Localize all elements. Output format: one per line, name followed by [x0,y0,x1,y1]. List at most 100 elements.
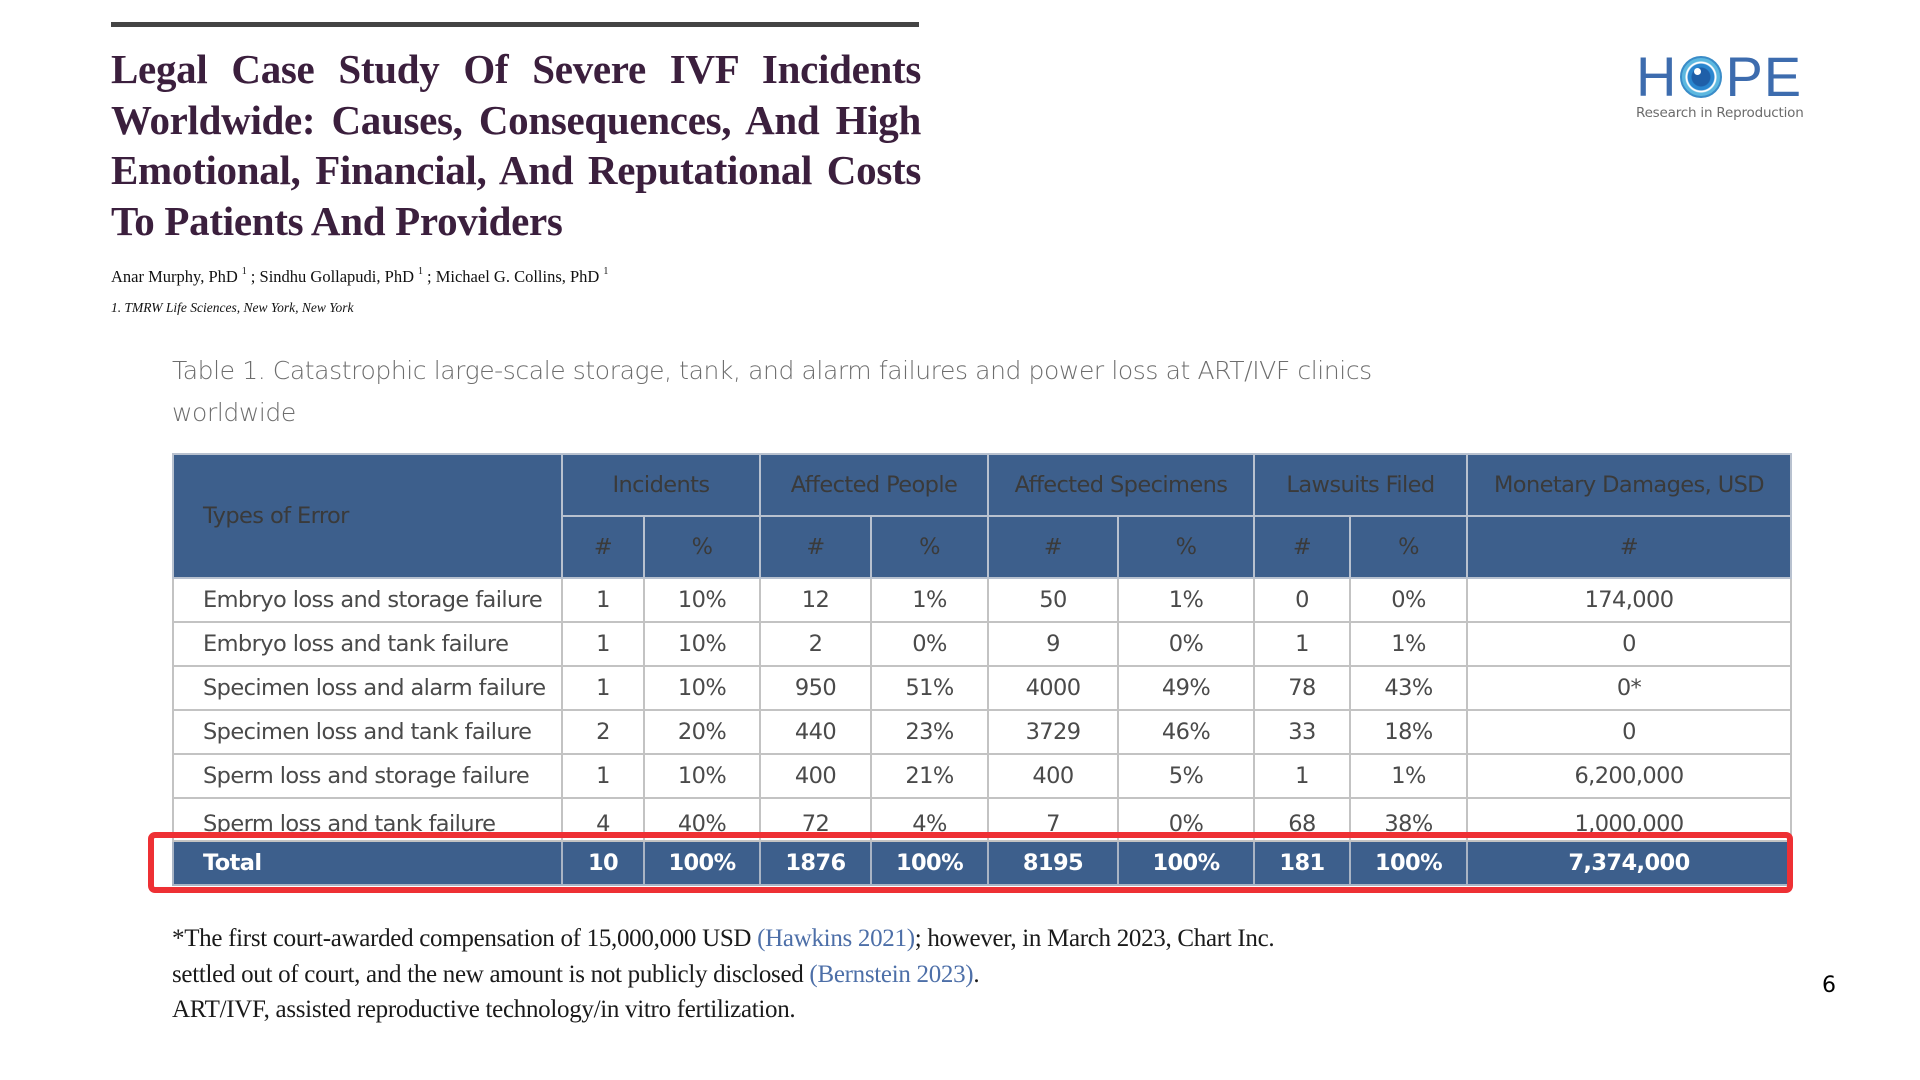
subheader-percent: % [870,515,989,579]
footnote-text: *The first court-awarded compensation of… [172,925,758,952]
subheader-count: # [1253,515,1351,579]
table-cell: 1 [1253,753,1351,799]
table-cell: 1 [561,665,645,711]
total-cell: 7,374,000 [1466,840,1792,886]
subheader-count: # [561,515,645,579]
error-type-cell: Sperm loss and tank failure [172,797,563,842]
table-cell: 0* [1466,665,1792,711]
footnote-abbreviation: ART/IVF, assisted reproductive technolog… [172,996,796,1023]
table-cell: 1% [1349,753,1468,799]
table-row: Specimen loss and tank failure 2 20% 440 23%… [172,709,1792,755]
table-row: Sperm loss and tank failure 4 40% 72 4% 7 0% 68… [172,797,1792,842]
table-cell: 50 [987,577,1119,623]
table-cell: 38% [1349,797,1468,842]
author-separator: ; [427,267,432,286]
table-caption: Table 1. Catastrophic large-scale storag… [172,356,1372,427]
author-separator: ; [250,267,256,286]
table-row: Embryo loss and storage failure 1 10% 12 1% 5… [172,577,1792,623]
error-type-cell: Specimen loss and tank failure [172,709,563,755]
header-types-of-error: Types of Error [172,453,563,579]
header-lawsuits-filed: Lawsuits Filed [1253,453,1468,517]
table-cell: 950 [759,665,872,711]
table-cell: 0% [1117,621,1255,667]
table-cell: 46% [1117,709,1255,755]
total-cell: 100% [1117,840,1255,886]
table-cell: 51% [870,665,989,711]
subheader-count: # [987,515,1119,579]
subheader-percent: % [1117,515,1255,579]
author-name: Michael G. Collins, PhD [435,267,600,286]
title-rule [111,22,919,27]
table-cell: 6,200,000 [1466,753,1792,799]
total-cell: 100% [870,840,989,886]
table-cell: 78 [1253,665,1351,711]
citation-hawkins-link[interactable]: (Hawkins 2021) [757,925,915,952]
table-row: Embryo loss and tank failure 1 10% 2 0% 9 0% 1 1… [172,621,1792,667]
table-cell: 1 [1253,621,1351,667]
table-cell: 40% [643,797,761,842]
total-cell: 181 [1253,840,1351,886]
paper-title: Legal Case Study Of Severe IVF Incidents… [111,46,921,244]
subheader-count: # [759,515,872,579]
total-row: Total 10 100% 1876 100% 8195 100% 181 10… [172,840,1792,886]
author-name: Anar Murphy, PhD [111,267,238,286]
table-cell: 4% [870,797,989,842]
header-affected-people: Affected People [759,453,989,517]
affiliation-mark: 1 [603,266,609,277]
table-cell: 2 [561,709,645,755]
incidents-table: Types of Error Incidents Affected People… [172,453,1792,886]
table-cell: 5% [1117,753,1255,799]
table-cell: 7 [987,797,1119,842]
table-cell: 400 [987,753,1119,799]
total-cell: 10 [561,840,645,886]
table-cell: 33 [1253,709,1351,755]
footnote-line: settled out of court, and the new amount… [172,957,1472,993]
table-cell: 174,000 [1466,577,1792,623]
table-cell: 10% [643,621,761,667]
affiliation-mark: 1 [418,266,423,277]
citation-bernstein-link[interactable]: (Bernstein 2023) [809,960,974,988]
table-cell: 1 [561,577,645,623]
page-number: 6 [1822,973,1836,998]
table-cell: 0% [1349,577,1468,623]
error-type-cell: Embryo loss and tank failure [172,621,563,667]
header-incidents: Incidents [561,453,761,517]
author-list: Anar Murphy, PhD 1; Sindhu Gollapudi, PhD… [111,266,612,287]
subheader-percent: % [1349,515,1468,579]
table-cell: 23% [870,709,989,755]
author-affiliation: 1. TMRW Life Sciences, New York, New Yor… [111,300,354,315]
hope-logo: H PE Research in Reproduction [1636,45,1816,127]
footnote-text: . [973,960,980,988]
subheader-count: # [1466,515,1792,579]
table-cell: 0% [1117,797,1255,842]
table-cell: 43% [1349,665,1468,711]
logo-tagline: Research in Reproduction [1636,105,1804,121]
table-cell: 20% [643,709,761,755]
logo-letter-h: H [1636,45,1678,108]
table-cell: 1% [1349,621,1468,667]
error-type-cell: Embryo loss and storage failure [172,577,563,623]
table-cell: 400 [759,753,872,799]
table-cell: 1 [561,621,645,667]
total-cell: 8195 [987,840,1119,886]
error-type-cell: Specimen loss and alarm failure [172,665,563,711]
eye-icon [1680,56,1723,98]
logo-wordmark: H PE [1636,45,1816,108]
header-group-row: Types of Error Incidents Affected People… [172,453,1792,579]
table-cell: 0 [1253,577,1351,623]
table-cell: 0% [870,621,989,667]
total-label: Total [172,840,563,886]
footnote-text: settled out of court, and the new amount… [172,960,810,988]
table-cell: 2 [759,621,872,667]
table-cell: 12 [759,577,872,623]
table-cell: 18% [1349,709,1468,755]
affiliation-mark: 1 [241,266,247,277]
table-cell: 1% [1117,577,1255,623]
header-monetary-damages: Monetary Damages, USD [1466,453,1792,517]
table-cell: 4000 [987,665,1119,711]
table-cell: 68 [1253,797,1351,842]
footnote-line: *The first court-awarded compensation of… [172,921,1472,957]
logo-letters-pe: PE [1725,45,1803,108]
table-cell: 0 [1466,709,1792,755]
table-cell: 49% [1117,665,1255,711]
